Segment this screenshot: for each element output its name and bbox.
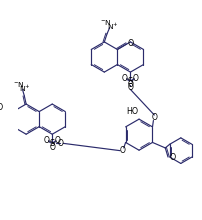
Text: O: O — [49, 143, 55, 152]
Text: $^{-}$N: $^{-}$N — [100, 18, 111, 27]
Text: S: S — [49, 139, 55, 148]
Text: O: O — [127, 38, 133, 48]
Text: S: S — [127, 77, 132, 86]
Text: O: O — [55, 136, 60, 145]
Text: N$^{+}$: N$^{+}$ — [19, 83, 31, 94]
Text: O: O — [127, 83, 133, 92]
Text: HO: HO — [126, 107, 138, 116]
Text: O: O — [121, 74, 127, 83]
Text: O: O — [151, 113, 157, 122]
Text: N$^{+}$: N$^{+}$ — [106, 21, 118, 31]
Text: O: O — [127, 80, 133, 89]
Text: $^{-}$N: $^{-}$N — [13, 80, 24, 89]
Text: O: O — [169, 152, 175, 161]
Text: O: O — [0, 103, 3, 112]
Text: O: O — [119, 146, 125, 155]
Text: O: O — [132, 74, 138, 83]
Text: O: O — [44, 136, 49, 145]
Text: O: O — [57, 139, 63, 148]
